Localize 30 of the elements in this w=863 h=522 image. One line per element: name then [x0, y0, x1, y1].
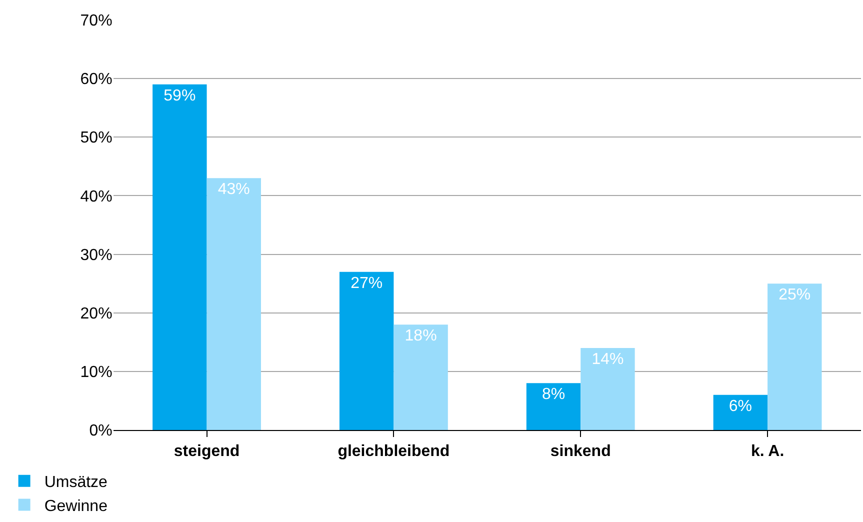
y-tick-label: 20% [80, 305, 112, 322]
data-label: 18% [404, 328, 437, 345]
x-tick-label: gleichbleibend [338, 443, 450, 460]
bar [768, 284, 822, 430]
data-label: 43% [218, 181, 250, 198]
data-label: 25% [778, 286, 811, 304]
legend-label: Gewinne [44, 498, 108, 515]
bar [580, 348, 635, 430]
x-tick-label: sinkend [550, 443, 611, 460]
y-tick-label: 40% [80, 188, 112, 206]
legend-label: Umsätze [44, 474, 108, 492]
y-tick-label: 10% [80, 364, 112, 382]
bar [339, 272, 394, 430]
y-tick-label: 70% [80, 12, 112, 30]
y-tick-label: 50% [80, 130, 112, 147]
bar [526, 383, 581, 430]
y-tick-label: 0% [89, 422, 112, 440]
bar [152, 84, 207, 430]
bar [206, 178, 261, 430]
data-label: 8% [542, 386, 566, 404]
x-tick-label: k. A. [750, 443, 784, 460]
data-label: 6% [728, 398, 752, 415]
bar [394, 324, 448, 430]
bar [713, 394, 768, 430]
data-label: 14% [592, 351, 624, 368]
y-tick-label: 60% [80, 71, 112, 88]
data-label: 27% [350, 274, 383, 292]
x-tick-label: steigend [174, 443, 240, 460]
data-label: 59% [164, 87, 196, 104]
y-tick-label: 30% [80, 246, 112, 264]
